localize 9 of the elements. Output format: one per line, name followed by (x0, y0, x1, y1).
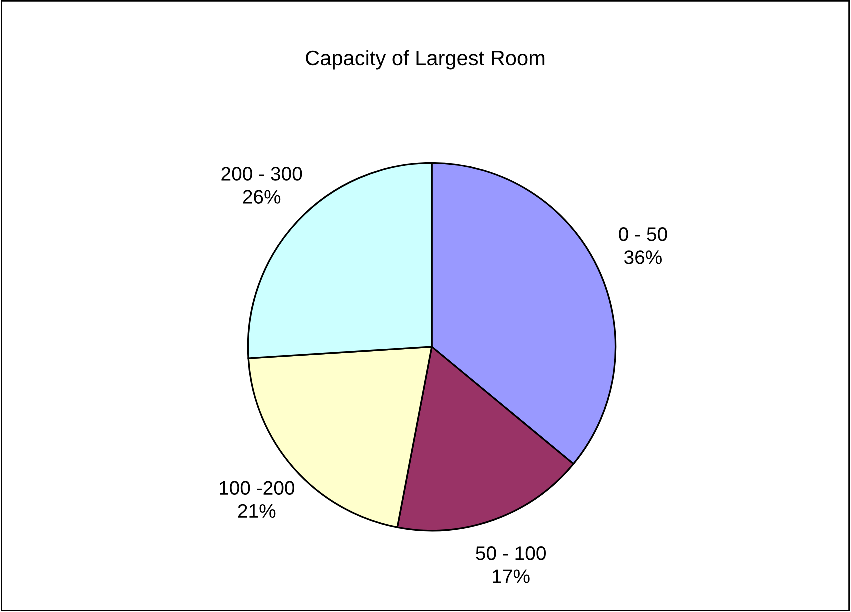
slice-label: 200 - 300 (222, 167, 302, 181)
slice-label: 50 - 100 (476, 546, 546, 560)
data-label: 17% (493, 570, 530, 584)
data-label: 21% (238, 504, 276, 518)
slice-label: 0 - 50 (619, 228, 668, 242)
data-label: 36% (624, 250, 662, 264)
slice-label: 100 -200 (220, 481, 295, 496)
data-label: 26% (243, 190, 281, 204)
chart-title: Capacity of Largest Room (306, 50, 545, 70)
